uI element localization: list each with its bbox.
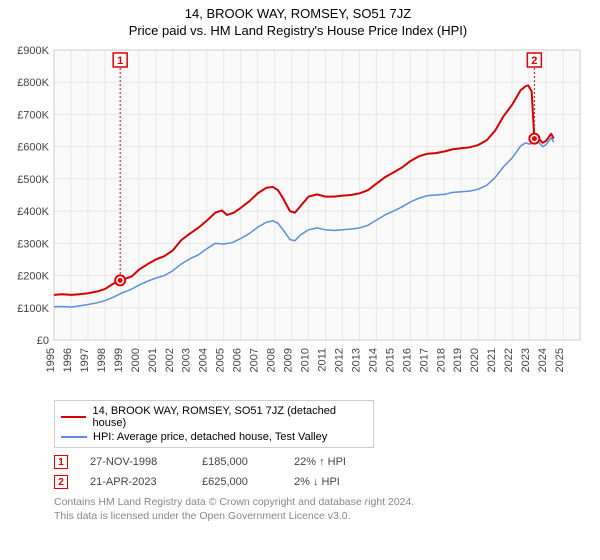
svg-text:£100K: £100K [17, 303, 49, 315]
sale-price: £625,000 [202, 476, 272, 488]
sale-price: £185,000 [202, 456, 272, 468]
svg-text:2009: 2009 [283, 348, 295, 372]
svg-text:£200K: £200K [17, 271, 49, 283]
svg-text:2011: 2011 [316, 348, 328, 372]
svg-text:2012: 2012 [333, 348, 345, 372]
legend: 14, BROOK WAY, ROMSEY, SO51 7JZ (detache… [54, 400, 374, 448]
svg-text:2022: 2022 [503, 348, 515, 372]
legend-item: 14, BROOK WAY, ROMSEY, SO51 7JZ (detache… [61, 404, 367, 430]
svg-text:2017: 2017 [418, 348, 430, 372]
svg-text:2003: 2003 [181, 348, 193, 372]
svg-text:£700K: £700K [17, 109, 49, 121]
footnote-line: This data is licensed under the Open Gov… [54, 510, 584, 524]
svg-text:2008: 2008 [266, 348, 278, 372]
svg-text:1: 1 [117, 55, 123, 67]
svg-text:2001: 2001 [147, 348, 159, 372]
sale-marker-icon: 2 [54, 475, 68, 489]
svg-text:2007: 2007 [249, 348, 261, 372]
sale-date: 21-APR-2023 [90, 476, 180, 488]
sales-table: 1 27-NOV-1998 £185,000 22% ↑ HPI 2 21-AP… [54, 452, 584, 492]
footnote-line: Contains HM Land Registry data © Crown c… [54, 496, 584, 510]
svg-text:£300K: £300K [17, 238, 49, 250]
svg-text:1997: 1997 [79, 348, 91, 372]
legend-label: HPI: Average price, detached house, Test… [93, 431, 327, 443]
title-block: 14, BROOK WAY, ROMSEY, SO51 7JZ Price pa… [4, 6, 592, 38]
svg-text:2024: 2024 [537, 348, 549, 372]
sales-row: 2 21-APR-2023 £625,000 2% ↓ HPI [54, 472, 584, 492]
svg-text:2016: 2016 [401, 348, 413, 372]
legend-item: HPI: Average price, detached house, Test… [61, 430, 367, 444]
svg-text:1995: 1995 [45, 348, 57, 372]
svg-text:£900K: £900K [17, 45, 49, 57]
svg-text:£800K: £800K [17, 77, 49, 89]
legend-swatch [61, 436, 87, 438]
svg-text:2010: 2010 [300, 348, 312, 372]
chart: £0 £100K £200K £300K £400K £500K £600K £700K £80… [4, 44, 588, 394]
page-title: 14, BROOK WAY, ROMSEY, SO51 7JZ [4, 6, 592, 21]
svg-text:£0: £0 [37, 335, 49, 347]
svg-text:2004: 2004 [198, 348, 210, 372]
svg-text:1999: 1999 [113, 348, 125, 372]
svg-text:£400K: £400K [17, 206, 49, 218]
svg-text:2005: 2005 [215, 348, 227, 372]
svg-text:2020: 2020 [469, 348, 481, 372]
svg-text:2021: 2021 [486, 348, 498, 372]
sale-pct: 2% ↓ HPI [294, 476, 384, 488]
sale-date: 27-NOV-1998 [90, 456, 180, 468]
page-subtitle: Price paid vs. HM Land Registry's House … [4, 23, 592, 38]
svg-text:2023: 2023 [520, 348, 532, 372]
page: 14, BROOK WAY, ROMSEY, SO51 7JZ Price pa… [0, 0, 600, 529]
legend-swatch [61, 416, 86, 418]
svg-text:2000: 2000 [130, 348, 142, 372]
svg-text:2015: 2015 [384, 348, 396, 372]
svg-text:2002: 2002 [164, 348, 176, 372]
svg-text:2019: 2019 [452, 348, 464, 372]
svg-text:2006: 2006 [232, 348, 244, 372]
chart-svg: £0 £100K £200K £300K £400K £500K £600K £700K £80… [4, 44, 588, 394]
svg-text:£600K: £600K [17, 142, 49, 154]
sale-pct: 22% ↑ HPI [294, 456, 384, 468]
sale-marker-icon: 1 [54, 455, 68, 469]
svg-text:2013: 2013 [350, 348, 362, 372]
svg-text:2: 2 [531, 55, 537, 67]
svg-text:2025: 2025 [554, 348, 566, 372]
svg-text:1996: 1996 [62, 348, 74, 372]
sales-row: 1 27-NOV-1998 £185,000 22% ↑ HPI [54, 452, 584, 472]
legend-label: 14, BROOK WAY, ROMSEY, SO51 7JZ (detache… [92, 405, 367, 429]
svg-text:£500K: £500K [17, 174, 49, 186]
svg-text:2014: 2014 [367, 348, 379, 372]
svg-text:1998: 1998 [96, 348, 108, 372]
footnote: Contains HM Land Registry data © Crown c… [54, 496, 584, 523]
svg-text:2018: 2018 [435, 348, 447, 372]
